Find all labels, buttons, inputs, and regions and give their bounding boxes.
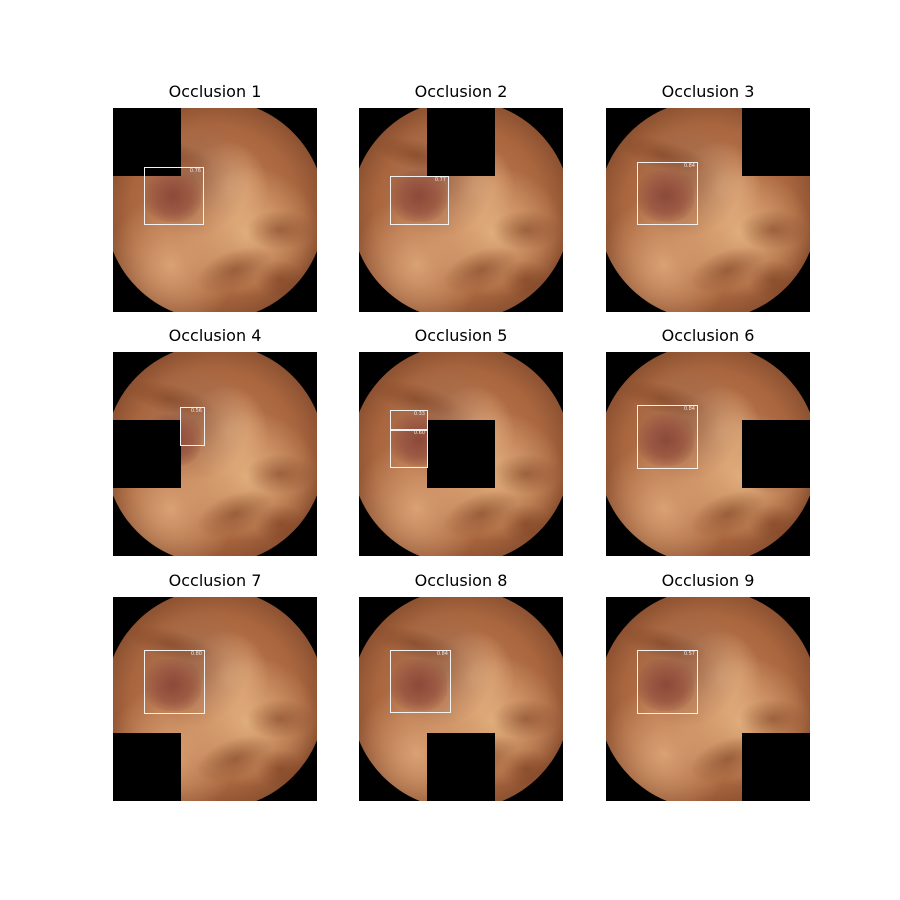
polyp-region <box>145 170 201 222</box>
detection-score: 0.60 <box>413 430 425 436</box>
mucosal-fold <box>491 699 561 739</box>
polyp-region <box>638 414 694 466</box>
mucosal-fold <box>738 699 808 739</box>
detection-score: 0.76 <box>189 168 201 174</box>
mucosal-fold <box>501 260 551 300</box>
polyp-region <box>391 170 447 222</box>
panel-title: Occlusion 5 <box>414 326 508 345</box>
mucosal-fold <box>738 210 808 250</box>
detection-box: 0.84 <box>637 405 698 469</box>
panel-title: Occlusion 4 <box>168 326 262 345</box>
detection-box: 0.33 <box>390 410 428 431</box>
occlusion-patch <box>742 108 810 176</box>
detection-box: 0.80 <box>144 650 205 714</box>
occlusion-patch <box>113 733 181 801</box>
mucosal-fold <box>255 749 305 789</box>
mucosal-fold <box>501 504 551 544</box>
detection-score: 0.80 <box>190 651 202 657</box>
endoscopy-image: 0.84 <box>606 108 810 312</box>
panel-title: Occlusion 9 <box>661 571 755 590</box>
polyp-region <box>145 659 201 711</box>
panel-title: Occlusion 8 <box>414 571 508 590</box>
detection-box: 0.77 <box>390 176 449 225</box>
polyp-region <box>638 659 694 711</box>
mucosal-fold <box>501 749 551 789</box>
panel-title: Occlusion 1 <box>168 82 262 101</box>
endoscopy-image: 0.76 <box>113 108 317 312</box>
mucosal-fold <box>245 454 315 494</box>
detection-score: 0.84 <box>683 163 695 169</box>
occlusion-patch <box>427 733 495 801</box>
detection-score: 0.84 <box>436 651 448 657</box>
occlusion-patch <box>742 733 810 801</box>
mucosal-fold <box>748 504 798 544</box>
occlusion-patch <box>427 420 495 488</box>
detection-box: 0.57 <box>637 650 698 714</box>
panel-title: Occlusion 3 <box>661 82 755 101</box>
mucosal-fold <box>245 210 315 250</box>
occlusion-patch <box>427 108 495 176</box>
occlusion-patch <box>113 108 181 176</box>
mucosal-fold <box>255 260 305 300</box>
endoscopy-scene <box>113 597 317 801</box>
detection-box: 0.84 <box>390 650 451 713</box>
detection-box: 0.56 <box>180 407 205 446</box>
endoscopy-image: 0.84 <box>359 597 563 801</box>
detection-score: 0.77 <box>434 177 446 183</box>
panel-title: Occlusion 6 <box>661 326 755 345</box>
endoscopy-scene <box>606 352 810 556</box>
detection-score: 0.57 <box>683 651 695 657</box>
detection-box: 0.60 <box>390 429 428 468</box>
panel-title: Occlusion 2 <box>414 82 508 101</box>
mucosal-fold <box>255 504 305 544</box>
mucosal-fold <box>491 210 561 250</box>
endoscopy-image: 0.56 <box>113 352 317 556</box>
endoscopy-image: 0.57 <box>606 597 810 801</box>
mucosal-fold <box>245 699 315 739</box>
endoscopy-scene <box>113 108 317 312</box>
polyp-region <box>638 170 694 222</box>
endoscopy-image: 0.80 <box>113 597 317 801</box>
occlusion-patch <box>742 420 810 488</box>
detection-score: 0.33 <box>413 411 425 417</box>
detection-box: 0.84 <box>637 162 698 225</box>
mucosal-fold <box>491 454 561 494</box>
occlusion-patch <box>113 420 181 488</box>
panel-title: Occlusion 7 <box>168 571 262 590</box>
polyp-region <box>391 659 447 711</box>
detection-box: 0.76 <box>144 167 204 225</box>
endoscopy-image: 0.33 0.60 <box>359 352 563 556</box>
detection-score: 0.84 <box>683 406 695 412</box>
endoscopy-image: 0.84 <box>606 352 810 556</box>
endoscopy-image: 0.77 <box>359 108 563 312</box>
mucosal-fold <box>748 260 798 300</box>
detection-score: 0.56 <box>190 408 202 414</box>
